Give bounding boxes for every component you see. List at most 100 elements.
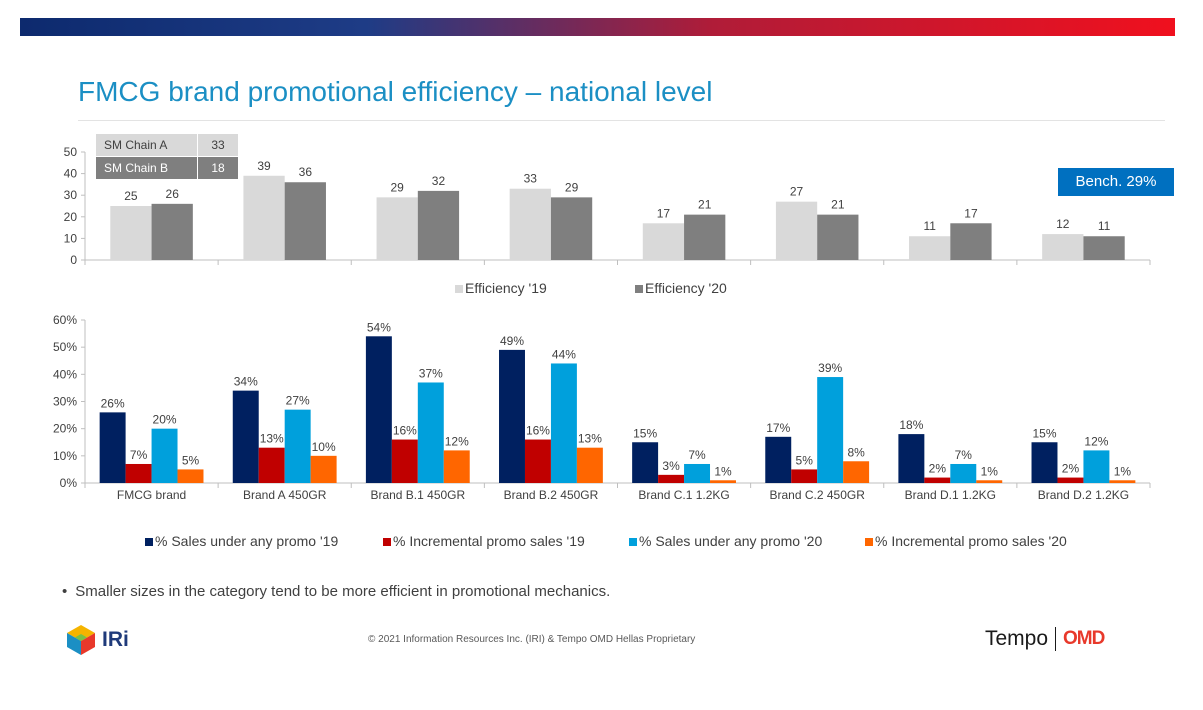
legend-swatch <box>455 285 463 293</box>
bar <box>1109 480 1136 483</box>
data-label: 11 <box>923 219 936 233</box>
bar <box>365 336 392 483</box>
y-tick-label: 40% <box>53 367 77 381</box>
page-title: FMCG brand promotional efficiency – nati… <box>78 76 713 107</box>
bar <box>950 223 992 260</box>
data-label: 17% <box>766 421 790 435</box>
sm-chain-name: SM Chain A <box>95 133 198 157</box>
y-tick-label: 0% <box>60 476 78 490</box>
bar <box>243 175 285 260</box>
bar <box>1042 234 1084 260</box>
bar <box>99 412 126 483</box>
bar <box>509 188 551 260</box>
data-label: 34% <box>234 375 258 389</box>
legend-swatch <box>383 538 391 546</box>
data-label: 39% <box>818 361 842 375</box>
bar <box>576 447 603 483</box>
data-label: 1% <box>981 464 999 478</box>
data-label: 37% <box>419 366 443 380</box>
data-label: 16% <box>526 424 550 438</box>
bar <box>177 469 204 483</box>
bar <box>642 223 685 260</box>
sm-chain-name: SM Chain B <box>95 156 198 180</box>
iri-logo-text: IRi <box>102 628 129 651</box>
sm-chain-value: 33 <box>197 133 239 157</box>
data-label: 11 <box>1098 219 1111 233</box>
copyright-text: © 2021 Information Resources Inc. (IRI) … <box>368 634 696 645</box>
data-label: 15% <box>633 426 657 440</box>
data-label: 8% <box>847 445 865 459</box>
data-label: 12% <box>1084 434 1108 448</box>
data-label: 2% <box>929 462 947 476</box>
bar <box>284 409 311 483</box>
data-label: 54% <box>367 320 391 334</box>
data-label: 7% <box>688 448 706 462</box>
y-tick-label: 50% <box>53 340 77 354</box>
bar <box>110 206 152 260</box>
top-color-band <box>20 18 1175 36</box>
y-tick-label: 20 <box>64 210 78 224</box>
data-label: 17 <box>657 206 671 220</box>
bar <box>1083 236 1125 260</box>
bar <box>151 203 193 260</box>
bar <box>684 463 711 483</box>
bar <box>284 182 326 260</box>
data-label: 39 <box>257 159 271 173</box>
x-tick-label: Brand C.2 450GR <box>769 488 865 502</box>
x-tick-label: Brand B.1 450GR <box>370 488 465 502</box>
bar <box>125 463 152 483</box>
data-label: 26% <box>101 396 125 410</box>
x-tick-label: Brand D.2 1.2KG <box>1038 488 1129 502</box>
data-label: 27 <box>790 185 804 199</box>
title-divider <box>78 120 1165 121</box>
data-label: 44% <box>552 347 576 361</box>
bar <box>632 442 659 483</box>
bullet-icon: • <box>62 583 68 600</box>
bar <box>710 480 736 483</box>
legend-label: % Incremental promo sales '20 <box>875 533 1067 549</box>
data-label: 5% <box>796 453 814 467</box>
tempo-omd-logo: Tempo OMD <box>985 627 1105 651</box>
y-tick-label: 50 <box>64 145 78 159</box>
sm-chain-value: 18 <box>197 156 239 180</box>
sm-chain-row: SM Chain A 33 <box>95 133 239 157</box>
data-label: 3% <box>662 459 680 473</box>
data-label: 25 <box>124 189 138 203</box>
legend-label: % Incremental promo sales '19 <box>393 533 585 549</box>
x-tick-label: Brand B.2 450GR <box>504 488 599 502</box>
bar <box>524 439 551 483</box>
bar <box>1057 477 1084 483</box>
promo-sales-chart: 0% 10% 20% 30% 40% 50% 60% 26% 34% 54% 49% 15% 17% 18… <box>53 313 1151 549</box>
bar <box>924 477 951 483</box>
y-tick-label: 30 <box>64 188 78 202</box>
data-label: 2% <box>1062 462 1080 476</box>
data-label: 32 <box>432 174 446 188</box>
logo-separator <box>1055 627 1057 651</box>
iri-cube-icon <box>67 625 95 655</box>
bar <box>898 434 925 483</box>
data-label: 21 <box>831 198 845 212</box>
data-label: 29 <box>565 180 579 194</box>
bar <box>791 469 818 483</box>
y-tick-label: 0 <box>70 253 77 267</box>
data-label: 27% <box>286 394 310 408</box>
legend-label: Efficiency '19 <box>465 280 547 296</box>
data-label: 26 <box>166 187 180 201</box>
bar <box>843 461 870 483</box>
legend-label: % Sales under any promo '20 <box>639 533 822 549</box>
bar <box>550 363 577 483</box>
legend-swatch <box>865 538 873 546</box>
data-label: 10% <box>312 440 336 454</box>
bar <box>232 390 259 483</box>
bar <box>658 474 685 483</box>
data-label: 49% <box>500 334 524 348</box>
y-tick-label: 60% <box>53 313 77 327</box>
data-label: 36 <box>299 165 313 179</box>
y-tick-label: 10 <box>64 231 78 245</box>
legend-label: Efficiency '20 <box>645 280 727 296</box>
x-tick-label: Brand C.1 1.2KG <box>638 488 729 502</box>
y-tick-label: 30% <box>53 395 77 409</box>
footnote-text: Smaller sizes in the category tend to be… <box>75 583 611 600</box>
bar <box>417 190 460 260</box>
legend-label: % Sales under any promo '19 <box>155 533 338 549</box>
